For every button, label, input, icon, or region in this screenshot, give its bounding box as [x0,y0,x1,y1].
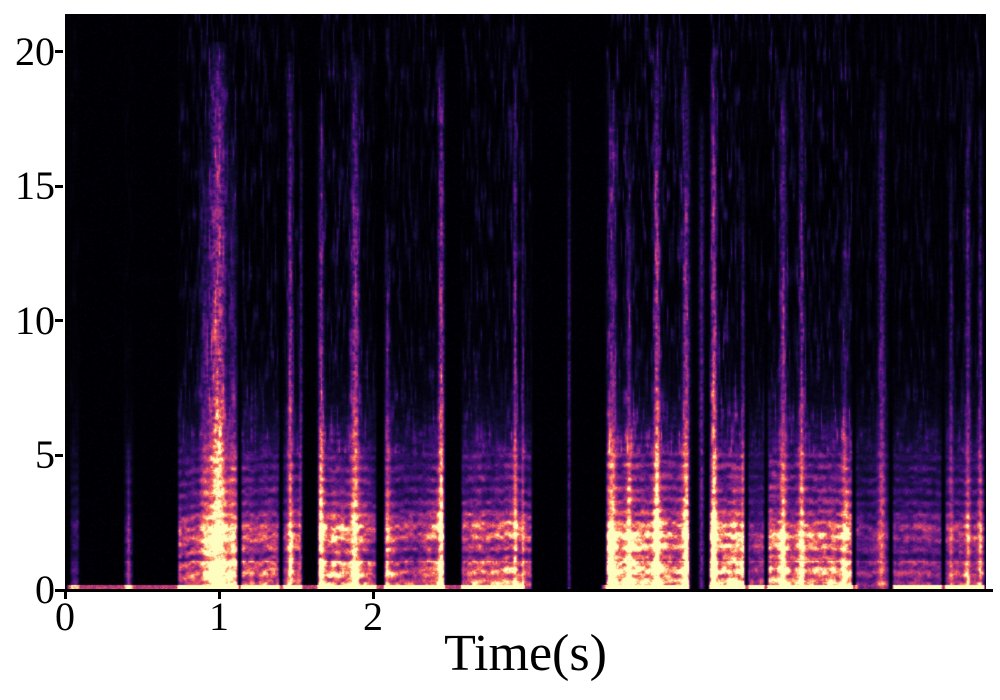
y-tick-label: 0 [35,567,55,612]
x-tick-mark [371,591,375,599]
y-tick-mark [55,453,63,457]
x-tick-mark [217,591,221,599]
x-tick-label: 0 [55,594,75,639]
y-tick-label: 15 [15,163,55,209]
y-tick-mark [55,184,63,188]
y-tick-mark [55,50,63,54]
y-tick-label: 10 [15,297,55,343]
y-tick-label: 5 [35,432,55,478]
y-tick-mark [55,319,63,323]
x-tick-label: 2 [363,594,384,639]
y-tick-label: 20 [15,28,55,74]
spectrogram-canvas [65,14,986,590]
x-axis-line [63,589,993,592]
y-tick-mark [55,588,63,592]
x-axis-label: Time(s) [444,625,607,682]
x-tick-label: 1 [209,594,229,639]
x-tick-mark [63,591,67,599]
